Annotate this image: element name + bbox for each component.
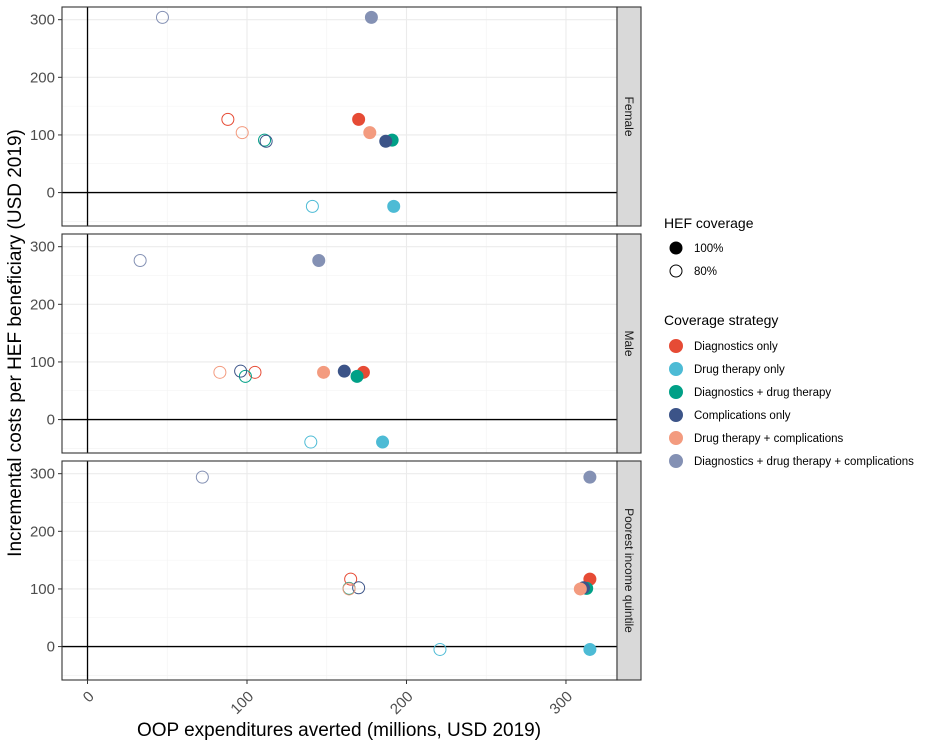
y-axis-title: Incremental costs per HEF beneficiary (U…: [5, 129, 26, 557]
point-drug-therapy-complications-80: [342, 582, 356, 596]
point-diagnostics-only-100: [352, 112, 366, 126]
point-drug-therapy-only-100: [376, 435, 390, 449]
y-tick-label: 200: [30, 296, 55, 313]
legend-label: 100%: [694, 243, 723, 255]
legend-label: Drug therapy only: [694, 364, 785, 376]
point-diagnostics-drug-therapy-100: [350, 369, 364, 383]
y-tick-label: 100: [30, 354, 55, 371]
legend: HEF coverage 100% 80% Coverage strategy Diag…: [664, 215, 914, 468]
facet-strip-label: Poorest income quintile: [622, 508, 636, 633]
point-complications-only-80: [259, 134, 273, 148]
panel-background: [62, 461, 617, 680]
panels-layer: 0 100 200 300 Female 0 100 200 300 Male 0 100 200 300…: [30, 6, 642, 681]
y-tick-label: 300: [30, 466, 55, 483]
facet-strip-label: Female: [622, 96, 636, 136]
point-drug-therapy-complications-100: [363, 126, 377, 140]
x-tick-label: 300: [546, 688, 576, 718]
point-complications-only-80: [352, 581, 366, 595]
point-diagnostics-drug-therapy-complications-80: [133, 254, 147, 268]
y-tick-label: 100: [30, 581, 55, 598]
y-tick-label: 200: [30, 523, 55, 540]
point-diagnostics-drug-therapy-complications-100: [583, 470, 597, 484]
y-tick-label: 0: [47, 185, 55, 202]
point-diagnostics-drug-therapy-complications-100: [312, 254, 326, 268]
x-tick-label: 0: [80, 688, 98, 706]
point-diagnostics-only-80: [344, 572, 358, 586]
panel-male: 0 100 200 300 Male: [30, 233, 642, 454]
legend-key-diagnostics-only: [669, 339, 683, 353]
legend-key-drug-therapy-only: [669, 362, 683, 376]
facet-strip: [616, 460, 642, 681]
facet-strip: [616, 6, 642, 227]
legend-key-diagnostics-drug-therapy: [669, 385, 683, 399]
point-drug-therapy-complications-80: [235, 126, 249, 140]
x-axis: 0 100 200 300: [80, 680, 576, 718]
point-complications-only-80: [234, 364, 248, 378]
legend-label: Diagnostics + drug therapy + complicatio…: [694, 456, 914, 468]
point-diagnostics-only-80: [221, 112, 235, 126]
legend-label: Complications only: [694, 410, 791, 422]
x-tick-label: 200: [387, 688, 417, 718]
point-diagnostics-drug-therapy-complications-80: [155, 10, 169, 24]
legend-key-open-circle: [669, 264, 683, 278]
x-tick-label: 100: [227, 688, 257, 718]
point-complications-only-100: [337, 364, 351, 378]
point-drug-therapy-complications-80: [213, 365, 227, 379]
legend-key-filled-circle: [669, 241, 683, 255]
point-drug-therapy-complications-100: [317, 365, 331, 379]
point-drug-therapy-only-80: [433, 642, 447, 656]
point-drug-therapy-only-80: [305, 199, 319, 213]
point-drug-therapy-complications-100: [573, 582, 587, 596]
point-diagnostics-drug-therapy-complications-100: [364, 10, 378, 24]
facet-strip-label: Male: [622, 330, 636, 356]
y-tick-label: 200: [30, 69, 55, 86]
y-tick-label: 0: [47, 412, 55, 429]
legend-title-coverage-strategy: Coverage strategy: [664, 312, 778, 328]
facet-strip: [616, 233, 642, 454]
legend-label: Diagnostics + drug therapy: [694, 387, 831, 399]
y-tick-label: 0: [47, 639, 55, 656]
panel-background: [62, 234, 617, 453]
point-diagnostics-only-80: [248, 365, 262, 379]
legend-label: 80%: [694, 266, 717, 278]
legend-key-complications-only: [669, 408, 683, 422]
point-diagnostics-drug-therapy-complications-80: [195, 470, 209, 484]
point-drug-therapy-only-100: [387, 199, 401, 213]
panel-poorest-income-quintile: 0 100 200 300 Poorest income quintile: [30, 460, 642, 681]
legend-key-drug-therapy-complications: [669, 431, 683, 445]
legend-label: Diagnostics only: [694, 341, 778, 353]
point-diagnostics-drug-therapy-80: [238, 369, 252, 383]
point-diagnostics-drug-therapy-80: [258, 133, 272, 147]
point-drug-therapy-only-100: [583, 642, 597, 656]
panel-female: 0 100 200 300 Female: [30, 6, 642, 227]
point-complications-only-100: [379, 134, 393, 148]
y-tick-label: 300: [30, 239, 55, 256]
point-drug-therapy-only-80: [304, 435, 318, 449]
legend-label: Drug therapy + complications: [694, 433, 844, 445]
legend-title-hef-coverage: HEF coverage: [664, 215, 754, 231]
panel-background: [62, 7, 617, 226]
legend-key-diagnostics-drug-therapy-complications: [669, 454, 683, 468]
x-axis-title: OOP expenditures averted (millions, USD …: [137, 720, 541, 741]
y-tick-label: 300: [30, 12, 55, 29]
y-tick-label: 100: [30, 127, 55, 144]
